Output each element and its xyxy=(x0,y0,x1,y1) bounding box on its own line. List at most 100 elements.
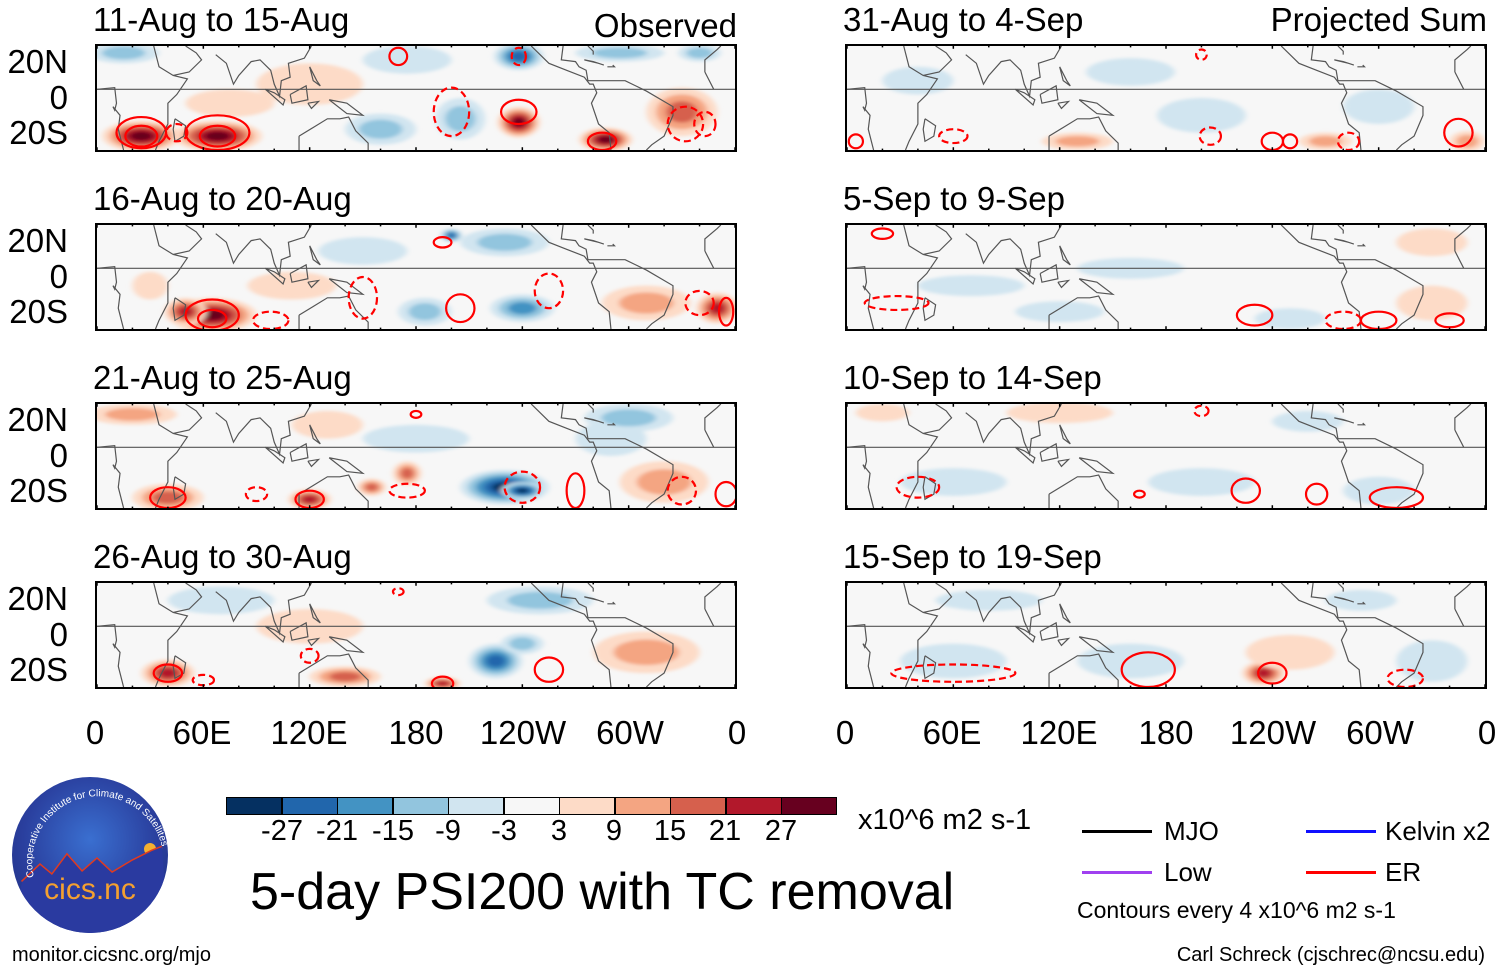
coastline xyxy=(966,404,1062,454)
anomaly-shading xyxy=(1254,308,1326,329)
coastline xyxy=(1049,475,1118,508)
cicsnc-logo: Cooperative Institute for Climate and Sa… xyxy=(12,777,168,933)
coastline xyxy=(1311,225,1423,329)
colorbar-label: -3 xyxy=(491,815,517,847)
lon-tick-label: 0 xyxy=(835,714,855,751)
er-contour xyxy=(432,677,453,687)
er-contour xyxy=(1258,663,1286,684)
anomaly-shading xyxy=(512,117,525,127)
anomaly-shading xyxy=(935,589,1042,611)
coastline xyxy=(561,46,673,150)
anomaly-shading xyxy=(619,292,674,314)
er-contour xyxy=(1200,127,1221,144)
coastline xyxy=(97,267,124,329)
coastline xyxy=(588,583,593,592)
anomaly-shading xyxy=(365,483,378,492)
lon-tick-label: 180 xyxy=(388,714,444,751)
coastline xyxy=(923,583,951,612)
coastline xyxy=(607,65,614,67)
coastline xyxy=(1040,86,1058,103)
coastline xyxy=(265,626,284,642)
lon-tick-label: 180 xyxy=(1138,714,1194,751)
legend-label-low: Low xyxy=(1164,857,1212,887)
coastline xyxy=(1357,423,1364,425)
colorbar-label: 15 xyxy=(653,815,687,847)
lat-tick-label: 0 xyxy=(49,616,68,653)
er-contour xyxy=(446,294,474,322)
er-contour xyxy=(685,291,713,315)
coastline xyxy=(1334,60,1353,65)
lon-tick-label: 0 xyxy=(1477,714,1497,751)
anomaly-shading xyxy=(592,47,648,59)
coastline xyxy=(923,119,935,142)
anomaly-shading xyxy=(486,654,505,668)
coastline xyxy=(923,298,935,321)
anomaly-shading xyxy=(1309,136,1342,147)
coastline xyxy=(173,46,201,75)
coastline xyxy=(1049,117,1118,150)
coastline xyxy=(1281,225,1361,329)
anomaly-shading xyxy=(1015,301,1104,323)
coastline xyxy=(1015,626,1034,642)
er-contour xyxy=(154,664,182,681)
coastline xyxy=(1058,638,1069,645)
coastline xyxy=(923,225,951,254)
coastline xyxy=(97,251,735,268)
coastline xyxy=(588,404,593,413)
lat-tick-label: 20S xyxy=(9,651,68,688)
coastline xyxy=(97,72,735,89)
anomaly-shading xyxy=(132,271,168,300)
lon-tick-label: 60W xyxy=(596,714,664,751)
anomaly-shading xyxy=(436,681,449,686)
legend-line-mjo xyxy=(1082,830,1152,833)
coastline xyxy=(97,625,124,687)
lat-tick-label: 20S xyxy=(9,114,68,151)
lon-tick-label: 0 xyxy=(727,714,747,751)
coastline xyxy=(1357,244,1364,246)
coastline xyxy=(705,583,721,609)
er-contour xyxy=(150,487,185,508)
anomaly-shading xyxy=(105,408,160,421)
panel-title-7: 10-Sep to 14-Sep xyxy=(843,359,1102,396)
coastline xyxy=(1015,89,1034,105)
anomaly-shading xyxy=(636,469,692,495)
coastline xyxy=(290,265,308,282)
lon-tick-label: 120W xyxy=(1229,714,1317,751)
coastline xyxy=(1060,67,1071,86)
colorbar-swatch xyxy=(670,797,726,815)
anomaly-shading xyxy=(318,237,408,265)
anomaly-shading xyxy=(204,131,231,141)
coastline xyxy=(847,72,1485,89)
coastline xyxy=(265,268,284,284)
er-contour xyxy=(349,277,377,319)
er-contour xyxy=(535,274,563,309)
lat-tick-label: 20N xyxy=(7,401,68,438)
lon-tick-label: 0 xyxy=(85,714,105,751)
anomaly-shading xyxy=(1086,58,1175,86)
coastline xyxy=(1311,46,1423,150)
coastline xyxy=(1058,101,1069,108)
lat-tick-label: 0 xyxy=(49,79,68,116)
anomaly-shading xyxy=(329,671,361,682)
er-contour xyxy=(246,487,267,501)
legend-label-kelvin: Kelvin x2 xyxy=(1385,816,1491,846)
anomaly-shading xyxy=(882,66,954,95)
er-contour xyxy=(535,658,563,682)
anomaly-shading xyxy=(1396,640,1468,682)
coastline xyxy=(847,609,1485,626)
er-contour xyxy=(1338,133,1359,150)
coastline xyxy=(607,423,614,425)
anomaly-shading xyxy=(247,271,337,300)
map-panel-2 xyxy=(95,223,737,331)
observed-header: Observed xyxy=(593,7,737,44)
er-contour xyxy=(588,133,616,150)
anomaly-shading xyxy=(1343,89,1415,124)
coastline xyxy=(1455,583,1471,609)
anomaly-shading xyxy=(101,46,146,60)
map-panel-6 xyxy=(845,223,1487,331)
er-contour xyxy=(567,473,585,508)
er-contour xyxy=(505,472,540,503)
lat-tick-label: 20S xyxy=(9,293,68,330)
coastline xyxy=(584,239,603,244)
coastline xyxy=(1311,583,1423,687)
